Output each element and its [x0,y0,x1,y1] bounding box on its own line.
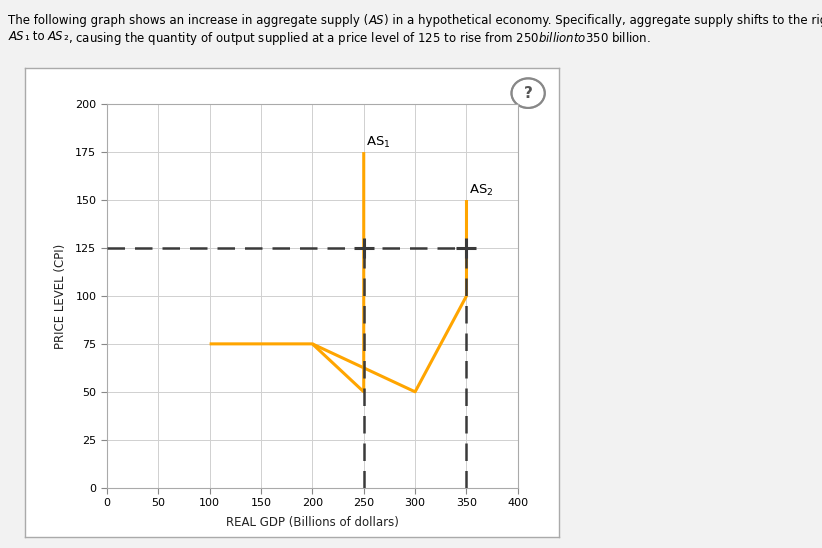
Text: The following graph shows an increase in aggregate supply (: The following graph shows an increase in… [8,14,368,27]
Text: AS: AS [48,30,63,43]
Text: ) in a hypothetical economy. Specifically, aggregate supply shifts to the right : ) in a hypothetical economy. Specificall… [384,14,822,27]
Text: ?: ? [524,87,533,101]
Text: , causing the quantity of output supplied at a price level of 125 to rise from $: , causing the quantity of output supplie… [68,30,651,47]
Text: ₁: ₁ [24,30,29,43]
Text: AS: AS [368,14,384,27]
X-axis label: REAL GDP (Billions of dollars): REAL GDP (Billions of dollars) [226,516,399,529]
Text: AS: AS [8,30,24,43]
Text: AS$_1$: AS$_1$ [366,135,390,150]
Text: to: to [29,30,48,43]
Y-axis label: PRICE LEVEL (CPI): PRICE LEVEL (CPI) [54,243,67,349]
Text: ₂: ₂ [63,30,68,43]
Circle shape [511,78,545,108]
Text: AS$_2$: AS$_2$ [469,183,493,198]
